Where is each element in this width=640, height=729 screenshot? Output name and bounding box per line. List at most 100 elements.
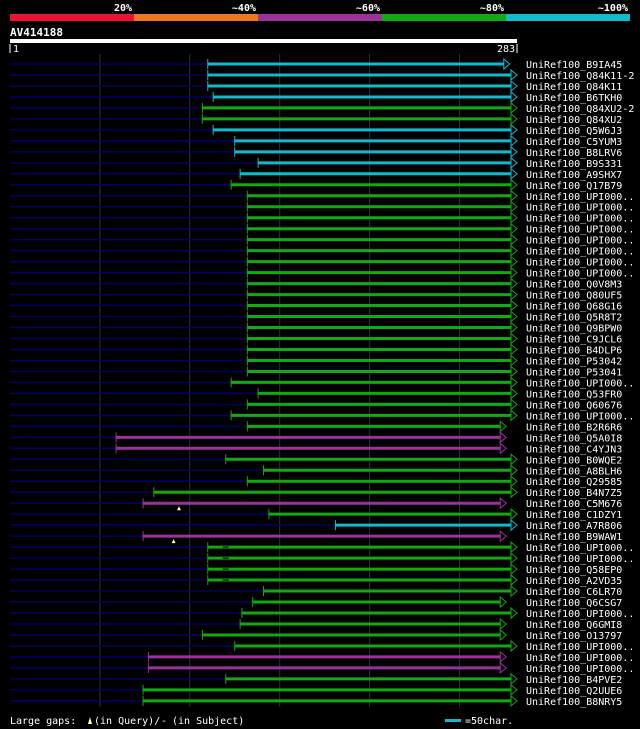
hit-row[interactable]: UniRef100_A2VD35 [10,573,622,587]
hit-label[interactable]: UniRef100_UPI000.. [526,664,634,675]
hit-row[interactable]: UniRef100_Q17B79 [10,178,622,192]
hit-label[interactable]: UniRef100_C5M676 [526,499,622,510]
hit-label[interactable]: UniRef100_UPI000.. [526,642,634,653]
hit-label[interactable]: UniRef100_B8LRV6 [526,148,622,159]
hit-label[interactable]: UniRef100_UPI000.. [526,236,634,247]
hit-row[interactable]: UniRef100_B2R6R6 [10,420,622,433]
hit-label[interactable]: UniRef100_UPI000.. [526,543,634,554]
hit-row[interactable]: UniRef100_UPI000.. [10,409,634,422]
hit-row[interactable]: UniRef100_Q60676 [10,398,622,411]
hit-label[interactable]: UniRef100_C6LR70 [526,587,622,598]
hit-row[interactable]: UniRef100_B8LRV6 [10,145,622,159]
hit-label[interactable]: UniRef100_Q84K11 [526,82,622,93]
hit-label[interactable]: UniRef100_Q58EP0 [526,565,622,576]
hit-row[interactable]: UniRef100_Q84XU2 [10,112,622,126]
hit-label[interactable]: UniRef100_Q5A0I8 [526,433,622,444]
hit-row[interactable]: UniRef100_A8BLH6 [10,464,622,477]
hit-row[interactable]: UniRef100_Q58EP0 [10,563,622,576]
hit-row[interactable]: UniRef100_B4N7Z5 [10,486,622,499]
hit-label[interactable]: UniRef100_B9IA45 [526,60,622,71]
hit-label[interactable]: UniRef100_B4DLP6 [526,345,622,356]
hit-label[interactable]: UniRef100_O13797 [526,631,622,642]
hit-row[interactable]: UniRef100_Q5A0I8 [10,431,622,444]
hit-label[interactable]: UniRef100_UPI000.. [526,203,634,214]
hit-label[interactable]: UniRef100_Q6CSG7 [526,598,622,609]
hit-row[interactable]: UniRef100_UPI000.. [10,255,634,269]
hit-label[interactable]: UniRef100_UPI000.. [526,269,634,280]
hit-row[interactable]: UniRef100_Q0V8M3 [10,277,622,291]
hit-row[interactable]: UniRef100_Q68G16 [10,299,622,313]
hit-label[interactable]: UniRef100_Q53FR0 [526,389,622,400]
hit-label[interactable]: UniRef100_Q6GMI8 [526,620,622,631]
hit-row[interactable]: UniRef100_UPI000.. [10,541,634,554]
hit-label[interactable]: UniRef100_UPI000.. [526,653,634,664]
hit-label[interactable]: UniRef100_UPI000.. [526,554,634,565]
hit-row[interactable]: UniRef100_UPI000.. [10,661,634,675]
hit-row[interactable]: UniRef100_UPI000.. [10,211,634,225]
hit-row[interactable]: UniRef100_Q84XU2-2 [10,101,634,115]
hit-label[interactable]: UniRef100_A8BLH6 [526,466,622,477]
hit-row[interactable]: UniRef100_UPI000.. [10,606,634,620]
hit-label[interactable]: UniRef100_C5YUM3 [526,137,622,148]
hit-label[interactable]: UniRef100_A9SHX7 [526,170,622,181]
hit-label[interactable]: UniRef100_Q84XU2-2 [526,104,634,115]
hit-label[interactable]: UniRef100_A2VD35 [526,576,622,587]
hit-row[interactable]: UniRef100_UPI000.. [10,200,634,214]
hit-label[interactable]: UniRef100_UPI000.. [526,258,634,269]
hit-row[interactable]: UniRef100_C9JCL6 [10,332,622,346]
hit-row[interactable]: UniRef100_Q29585 [10,475,622,488]
hit-row[interactable]: UniRef100_Q84K11 [10,79,622,93]
hit-row[interactable]: UniRef100_B4DLP6 [10,343,622,356]
hit-label[interactable]: UniRef100_P53041 [526,367,622,378]
hit-label[interactable]: UniRef100_UPI000.. [526,247,634,258]
hit-row[interactable]: UniRef100_UPI000.. [10,639,634,653]
hit-label[interactable]: UniRef100_B4N7Z5 [526,488,622,499]
hit-label[interactable]: UniRef100_UPI000.. [526,214,634,225]
hit-label[interactable]: UniRef100_B4PVE2 [526,675,622,686]
hit-row[interactable]: UniRef100_Q5R8T2 [10,310,622,324]
hit-label[interactable]: UniRef100_C9JCL6 [526,335,622,346]
hit-label[interactable]: UniRef100_Q9BPW0 [526,324,622,335]
hit-row[interactable]: UniRef100_P53041 [10,365,622,378]
hit-label[interactable]: UniRef100_B0WQE2 [526,455,622,466]
hit-row[interactable]: UniRef100_P53042 [10,354,622,367]
hit-row[interactable]: UniRef100_B4PVE2 [10,672,622,686]
hit-row[interactable]: UniRef100_UPI000.. [10,650,634,664]
hit-row[interactable]: UniRef100_Q84K11-2 [10,68,634,82]
hit-label[interactable]: UniRef100_B6TKH0 [526,93,622,104]
hit-row[interactable]: UniRef100_C4YJN3 [10,442,622,455]
hit-row[interactable]: UniRef100_UPI000.. [10,189,634,203]
hit-label[interactable]: UniRef100_A7R806 [526,521,622,532]
hit-row[interactable]: UniRef100_Q80UF5 [10,288,622,302]
hit-label[interactable]: UniRef100_Q60676 [526,400,622,411]
hit-label[interactable]: UniRef100_Q5R8T2 [526,313,622,324]
hit-row[interactable]: UniRef100_Q2UUE6 [10,683,622,697]
hit-label[interactable]: UniRef100_B9S331 [526,159,622,170]
hit-row[interactable]: UniRef100_UPI000.. [10,244,634,258]
hit-label[interactable]: UniRef100_Q80UF5 [526,291,622,302]
hit-label[interactable]: UniRef100_Q29585 [526,477,622,488]
hit-label[interactable]: UniRef100_Q2UUE6 [526,686,622,697]
hit-row[interactable]: UniRef100_UPI000.. [10,552,634,565]
hit-label[interactable]: UniRef100_P53042 [526,356,622,367]
hit-row[interactable]: UniRef100_UPI000.. [10,376,634,389]
hit-label[interactable]: UniRef100_Q84K11-2 [526,71,634,82]
hit-row[interactable]: UniRef100_B9S331 [10,156,622,170]
hit-label[interactable]: UniRef100_UPI000.. [526,609,634,620]
hit-row[interactable]: UniRef100_C5YUM3 [10,134,622,148]
hit-label[interactable]: UniRef100_B9WAW1 [526,532,622,543]
hit-label[interactable]: UniRef100_Q17B79 [526,181,622,192]
hit-row[interactable]: UniRef100_UPI000.. [10,266,634,280]
hit-row[interactable]: UniRef100_Q6CSG7 [10,595,622,609]
hit-row[interactable]: UniRef100_C5M676 [10,497,622,511]
hit-row[interactable]: UniRef100_B0WQE2 [10,453,622,466]
hit-row[interactable]: UniRef100_Q53FR0 [10,387,622,400]
hit-row[interactable]: UniRef100_B8NRY5 [10,694,622,708]
hit-row[interactable]: UniRef100_A7R806 [10,519,622,532]
hit-label[interactable]: UniRef100_UPI000.. [526,378,634,389]
hit-row[interactable]: UniRef100_UPI000.. [10,233,634,247]
hit-label[interactable]: UniRef100_C4YJN3 [526,444,622,455]
hit-row[interactable]: UniRef100_Q9BPW0 [10,321,622,335]
hit-label[interactable]: UniRef100_B2R6R6 [526,422,622,433]
hit-row[interactable]: UniRef100_C6LR70 [10,584,622,598]
